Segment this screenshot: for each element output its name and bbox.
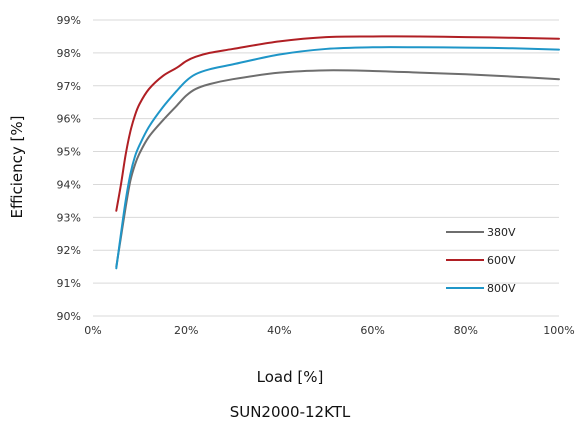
y-tick-label: 97% — [57, 80, 81, 93]
x-axis-ticks: 0% 20% 40% 60% 80% 100% — [84, 324, 574, 337]
x-tick-label: 0% — [84, 324, 101, 337]
y-axis-title: Efficiency [%] — [8, 116, 26, 219]
x-tick-label: 60% — [360, 324, 384, 337]
y-tick-label: 92% — [57, 244, 81, 257]
y-tick-label: 90% — [57, 310, 81, 323]
y-tick-label: 98% — [57, 47, 81, 60]
x-tick-label: 20% — [174, 324, 198, 337]
y-tick-label: 94% — [57, 178, 81, 191]
legend-label-800V: 800V — [487, 282, 516, 295]
y-tick-label: 95% — [57, 146, 81, 159]
x-tick-label: 40% — [267, 324, 291, 337]
grid — [93, 19, 559, 317]
y-axis-ticks: 90% 91% 92% 93% 94% 95% 96% 97% 98% 99% — [57, 14, 81, 323]
series-line-600V — [115, 35, 560, 212]
y-tick-label: 99% — [57, 14, 81, 27]
y-tick-label: 91% — [57, 277, 81, 290]
series-lines — [115, 35, 560, 270]
legend-label-600V: 600V — [487, 254, 516, 267]
y-tick-label: 93% — [57, 211, 81, 224]
series-line-380V — [115, 69, 560, 268]
x-tick-label: 80% — [454, 324, 478, 337]
chart-title: SUN2000-12KTL — [230, 403, 351, 421]
legend-label-380V: 380V — [487, 226, 516, 239]
y-tick-label: 96% — [57, 113, 81, 126]
series-line-800V — [115, 46, 560, 270]
x-tick-label: 100% — [543, 324, 574, 337]
legend: 380V 600V 800V — [446, 226, 516, 295]
x-axis-title: Load [%] — [257, 368, 324, 386]
